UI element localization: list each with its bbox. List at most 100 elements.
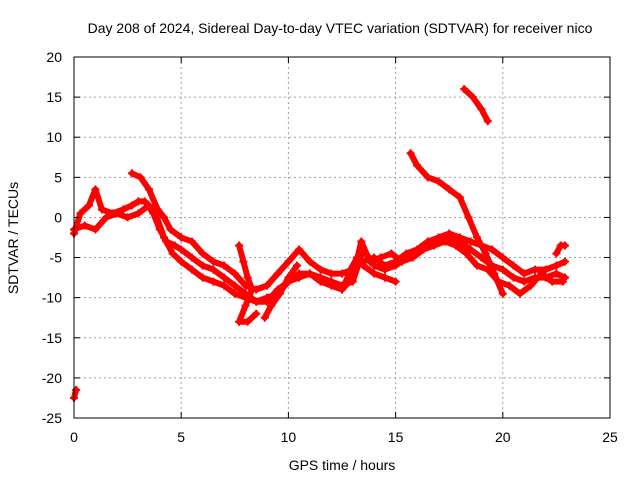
data-point: [160, 233, 169, 242]
x-tick-label: 10: [281, 429, 297, 445]
plot-frame: [73, 56, 611, 419]
data-point: [488, 245, 497, 254]
data-point: [455, 193, 464, 202]
data-point: [252, 309, 261, 318]
data-point: [370, 253, 379, 262]
data-point: [187, 237, 196, 246]
data-point: [140, 197, 149, 206]
data-point: [209, 265, 218, 274]
series-track-5: [461, 86, 491, 125]
y-tick-label: 20: [46, 49, 62, 65]
data-point: [187, 253, 196, 262]
data-point: [145, 185, 154, 194]
y-tick-label: 10: [46, 129, 62, 145]
data-point: [72, 385, 81, 394]
data-point: [423, 237, 432, 246]
data-point: [292, 261, 301, 270]
data-point: [85, 201, 94, 210]
data-point: [134, 209, 143, 218]
data-point: [406, 149, 415, 158]
data-point: [267, 301, 276, 310]
data-point: [552, 249, 561, 258]
data-point: [305, 269, 314, 278]
data-point: [127, 201, 136, 210]
data-point: [490, 269, 499, 278]
y-axis-label: SDTVAR / TECUs: [5, 182, 21, 294]
data-point: [76, 209, 85, 218]
x-tick-label: 25: [602, 429, 618, 445]
x-axis-label: GPS time / hours: [289, 457, 396, 473]
data-point: [220, 281, 229, 290]
data-point: [391, 277, 400, 286]
data-point: [198, 261, 207, 270]
data-point: [243, 273, 252, 282]
data-point: [526, 281, 535, 290]
data-point: [91, 185, 100, 194]
data-point: [477, 253, 486, 262]
data-point: [473, 261, 482, 270]
data-point: [466, 245, 475, 254]
data-point: [434, 177, 443, 186]
data-point: [327, 269, 336, 278]
y-tick-label: -25: [42, 410, 62, 426]
data-point: [284, 273, 293, 282]
y-tick-label: -15: [42, 330, 62, 346]
data-point: [473, 233, 482, 242]
x-tick-label: 20: [495, 429, 511, 445]
data-point: [455, 233, 464, 242]
data-point: [220, 273, 229, 282]
data-point: [408, 253, 417, 262]
data-point: [243, 317, 252, 326]
data-point: [262, 297, 271, 306]
data-point: [520, 269, 529, 278]
data-point: [380, 261, 389, 270]
data-point: [515, 289, 524, 298]
data-point: [440, 237, 449, 246]
data-point: [230, 269, 239, 278]
data-point: [80, 221, 89, 230]
data-point: [220, 261, 229, 270]
data-point: [520, 277, 529, 286]
data-point: [145, 201, 154, 210]
data-point: [91, 225, 100, 234]
data-point: [498, 253, 507, 262]
data-point: [235, 241, 244, 250]
data-point: [252, 297, 261, 306]
data-point: [209, 277, 218, 286]
data-point: [247, 285, 256, 294]
y-tick-label: 0: [54, 209, 62, 225]
data-point: [445, 229, 454, 238]
data-point: [560, 241, 569, 250]
data-point: [209, 257, 218, 266]
y-tick-label: 5: [54, 169, 62, 185]
data-point: [198, 273, 207, 282]
data-point: [552, 269, 561, 278]
data-point: [177, 245, 186, 254]
data-point: [468, 93, 477, 102]
data-point: [112, 209, 121, 218]
data-point: [127, 169, 136, 178]
data-point: [498, 265, 507, 274]
data-point: [423, 173, 432, 182]
data-point: [177, 257, 186, 266]
data-point: [451, 241, 460, 250]
data-point: [402, 249, 411, 258]
data-point: [305, 257, 314, 266]
data-point: [198, 249, 207, 258]
data-point: [275, 289, 284, 298]
data-point: [380, 273, 389, 282]
data-point: [391, 257, 400, 266]
data-point: [340, 281, 349, 290]
data-point: [466, 237, 475, 246]
y-tick-label: 15: [46, 89, 62, 105]
data-point: [295, 245, 304, 254]
data-point: [498, 289, 507, 298]
data-point: [284, 257, 293, 266]
data-point: [153, 205, 162, 214]
data-point: [430, 241, 439, 250]
chart-title: Day 208 of 2024, Sidereal Day-to-day VTE…: [88, 20, 593, 36]
data-point: [346, 265, 355, 274]
data-point: [483, 117, 492, 126]
data-point: [558, 277, 567, 286]
